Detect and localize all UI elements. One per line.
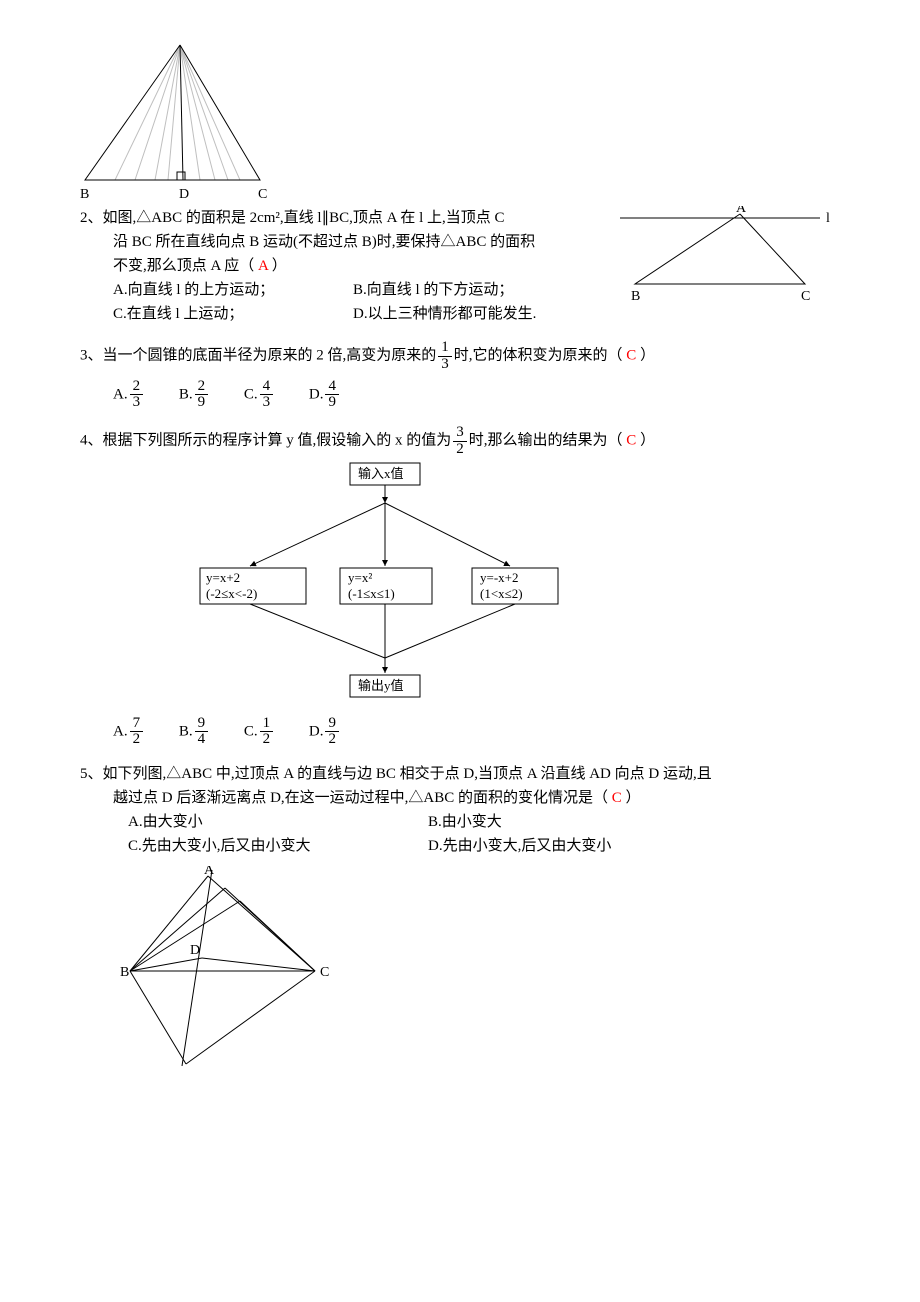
flow-b2-l2: (-1≤x≤1) bbox=[348, 586, 395, 601]
q5-answer: C bbox=[612, 790, 622, 806]
q4-option-a: A.72 bbox=[113, 716, 145, 749]
question-5: 5、如下列图,△ABC 中,过顶点 A 的直线与边 BC 相交于点 D,当顶点 … bbox=[80, 762, 840, 1066]
q4-option-d: D.92 bbox=[309, 716, 341, 749]
figure-1: A B C D bbox=[80, 40, 840, 206]
q4-number: 4、 bbox=[80, 433, 103, 449]
figure-2: A B C l bbox=[610, 206, 840, 306]
fig1-label-b: B bbox=[80, 187, 89, 200]
q2-answer: A bbox=[258, 258, 268, 274]
flow-b3-l2: (1<x≤2) bbox=[480, 586, 523, 601]
q4-answer: C bbox=[626, 433, 636, 449]
q5-line1: 如下列图,△ABC 中,过顶点 A 的直线与边 BC 相交于点 D,当顶点 A … bbox=[103, 766, 712, 782]
fig1-label-a: A bbox=[176, 40, 187, 42]
question-3: 3、当一个圆锥的底面半径为原来的 2 倍,高变为原来的13时,它的体积变为原来的… bbox=[80, 340, 840, 411]
q3-frac: 13 bbox=[438, 340, 452, 373]
q3-answer: C bbox=[626, 348, 636, 364]
figure-5: A B C D bbox=[120, 866, 840, 1066]
question-2: 2、如图,△ABC 的面积是 2cm²,直线 l∥BC,顶点 A 在 l 上,当… bbox=[80, 206, 840, 326]
q5-line2: 越过点 D 后逐渐远离点 D,在这一运动过程中,△ABC 的面积的变化情况是（ bbox=[113, 790, 608, 806]
fig1-label-d: D bbox=[179, 187, 189, 200]
fig1-label-c: C bbox=[258, 187, 267, 200]
flow-b2-l1: y=x² bbox=[348, 570, 372, 585]
q3-option-a: A.23 bbox=[113, 379, 145, 412]
q2-line2: 沿 BC 所在直线向点 B 运动(不超过点 B)时,要保持△ABC 的面积 bbox=[113, 234, 535, 250]
q4-frac: 32 bbox=[453, 425, 467, 458]
fig2-label-b: B bbox=[631, 289, 640, 304]
q3-option-d: D.49 bbox=[309, 379, 341, 412]
flow-b1-l2: (-2≤x<-2) bbox=[206, 586, 257, 601]
q5-option-a: A.由大变小 bbox=[128, 810, 428, 834]
q4-option-c: C.12 bbox=[244, 716, 275, 749]
q3-number: 3、 bbox=[80, 348, 103, 364]
q4-stem-post: 时,那么输出的结果为（ bbox=[469, 433, 623, 449]
q5-option-d: D.先由小变大,后又由大变小 bbox=[428, 834, 668, 858]
fig5-label-c: C bbox=[320, 965, 329, 980]
q3-tail: ） bbox=[640, 348, 655, 364]
fig5-label-a: A bbox=[204, 866, 215, 878]
q3-stem-post: 时,它的体积变为原来的（ bbox=[454, 348, 623, 364]
q4-option-b: B.94 bbox=[179, 716, 210, 749]
fig5-label-b: B bbox=[120, 965, 129, 980]
q4-tail: ） bbox=[640, 433, 655, 449]
flow-b3-l1: y=-x+2 bbox=[480, 570, 519, 585]
q4-stem-pre: 根据下列图所示的程序计算 y 值,假设输入的 x 的值为 bbox=[103, 433, 452, 449]
q2-number: 2、 bbox=[80, 210, 103, 226]
fig2-label-a: A bbox=[736, 206, 747, 216]
flow-out: 输出y值 bbox=[358, 678, 404, 693]
flow-b1-l1: y=x+2 bbox=[206, 570, 240, 585]
fig5-label-d: D bbox=[190, 943, 200, 958]
q5-tail: ） bbox=[626, 790, 641, 806]
q2-line3: 不变,那么顶点 A 应（ bbox=[113, 258, 254, 274]
q5-option-b: B.由小变大 bbox=[428, 810, 668, 834]
q2-option-b: B.向直线 l 的下方运动； bbox=[353, 278, 593, 302]
q2-option-c: C.在直线 l 上运动； bbox=[113, 302, 353, 326]
q3-stem-pre: 当一个圆锥的底面半径为原来的 2 倍,高变为原来的 bbox=[103, 348, 437, 364]
q2-option-d: D.以上三种情形都可能发生. bbox=[353, 302, 593, 326]
flow-in: 输入x值 bbox=[358, 466, 404, 481]
fig2-label-l: l bbox=[826, 211, 830, 226]
flowchart: 输入x值 y=x+2 (-2≤x<-2) y=x² (-1≤x≤1) y=-x+… bbox=[190, 458, 840, 708]
fig2-label-c: C bbox=[801, 289, 810, 304]
q3-option-c: C.43 bbox=[244, 379, 275, 412]
q2-option-a: A.向直线 l 的上方运动； bbox=[113, 278, 353, 302]
q2-line1: 如图,△ABC 的面积是 2cm²,直线 l∥BC,顶点 A 在 l 上,当顶点… bbox=[103, 210, 505, 226]
question-4: 4、根据下列图所示的程序计算 y 值,假设输入的 x 的值为32时,那么输出的结… bbox=[80, 425, 840, 748]
q3-option-b: B.29 bbox=[179, 379, 210, 412]
q2-tail: ） bbox=[272, 258, 287, 274]
right-angle-icon bbox=[177, 172, 185, 180]
fig1-inner-triangles bbox=[115, 45, 240, 180]
fig1-outer bbox=[85, 45, 260, 180]
q5-option-c: C.先由大变小,后又由小变大 bbox=[128, 834, 428, 858]
q5-number: 5、 bbox=[80, 766, 103, 782]
